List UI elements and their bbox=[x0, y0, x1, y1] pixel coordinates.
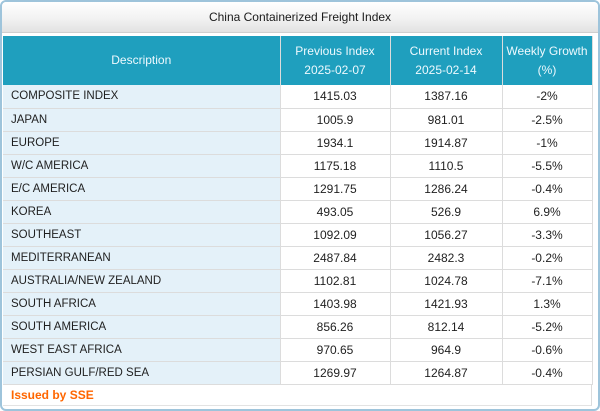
previous-index-cell: 1102.81 bbox=[280, 269, 391, 293]
description-cell: PERSIAN GULF/RED SEA bbox=[3, 361, 281, 385]
weekly-growth-cell: -0.2% bbox=[502, 246, 593, 270]
table-row: COMPOSITE INDEX 1415.03 1387.16 -2% bbox=[3, 85, 593, 109]
table-row: MEDITERRANEAN 2487.84 2482.3 -0.2% bbox=[3, 246, 593, 270]
previous-index-cell: 1092.09 bbox=[280, 223, 391, 247]
description-cell: MEDITERRANEAN bbox=[3, 246, 281, 270]
col-header-sublabel: 2025-02-07 bbox=[304, 62, 366, 77]
current-index-cell: 981.01 bbox=[390, 108, 503, 132]
current-index-cell: 1286.24 bbox=[390, 177, 503, 201]
previous-index-cell: 493.05 bbox=[280, 200, 391, 224]
current-index-cell: 812.14 bbox=[390, 315, 503, 339]
current-index-cell: 1056.27 bbox=[390, 223, 503, 247]
table-row: JAPAN 1005.9 981.01 -2.5% bbox=[3, 108, 593, 132]
col-header-sublabel: (%) bbox=[537, 62, 557, 77]
table-row: SOUTH AMERICA 856.26 812.14 -5.2% bbox=[3, 315, 593, 339]
description-cell: EUROPE bbox=[3, 131, 281, 155]
current-index-cell: 1110.5 bbox=[390, 154, 503, 178]
previous-index-cell: 1005.9 bbox=[280, 108, 391, 132]
current-index-cell: 526.9 bbox=[390, 200, 503, 224]
footer: Issued by SSE bbox=[3, 384, 592, 406]
col-header-weekly-growth: Weekly Growth (%) bbox=[501, 36, 593, 85]
issuer-label: Issued by SSE bbox=[11, 387, 94, 402]
previous-index-cell: 1934.1 bbox=[280, 131, 391, 155]
current-index-cell: 1421.93 bbox=[390, 292, 503, 316]
table-row: KOREA 493.05 526.9 6.9% bbox=[3, 200, 593, 224]
previous-index-cell: 2487.84 bbox=[280, 246, 391, 270]
table-row: AUSTRALIA/NEW ZEALAND 1102.81 1024.78 -7… bbox=[3, 269, 593, 293]
col-header-label: Current Index bbox=[409, 43, 483, 58]
table-row: SOUTHEAST 1092.09 1056.27 -3.3% bbox=[3, 223, 593, 247]
weekly-growth-cell: -0.4% bbox=[502, 177, 593, 201]
previous-index-cell: 1269.97 bbox=[280, 361, 391, 385]
weekly-growth-cell: -5.2% bbox=[502, 315, 593, 339]
description-cell: AUSTRALIA/NEW ZEALAND bbox=[3, 269, 281, 293]
table-row: WEST EAST AFRICA 970.65 964.9 -0.6% bbox=[3, 338, 593, 362]
description-cell: COMPOSITE INDEX bbox=[3, 85, 281, 109]
description-cell: KOREA bbox=[3, 200, 281, 224]
weekly-growth-cell: -0.4% bbox=[502, 361, 593, 385]
weekly-growth-cell: 1.3% bbox=[502, 292, 593, 316]
description-cell: W/C AMERICA bbox=[3, 154, 281, 178]
previous-index-cell: 1403.98 bbox=[280, 292, 391, 316]
col-header-label: Description bbox=[111, 53, 172, 68]
current-index-cell: 964.9 bbox=[390, 338, 503, 362]
current-index-cell: 1387.16 bbox=[390, 85, 503, 109]
col-header-label: Previous Index bbox=[295, 43, 375, 58]
weekly-growth-cell: -2.5% bbox=[502, 108, 593, 132]
page-title: China Containerized Freight Index bbox=[208, 10, 392, 24]
previous-index-cell: 856.26 bbox=[280, 315, 391, 339]
weekly-growth-cell: -1% bbox=[502, 131, 593, 155]
col-header-current-index: Current Index 2025-02-14 bbox=[389, 36, 503, 85]
weekly-growth-cell: -3.3% bbox=[502, 223, 593, 247]
description-cell: SOUTH AFRICA bbox=[3, 292, 281, 316]
table-row: EUROPE 1934.1 1914.87 -1% bbox=[3, 131, 593, 155]
description-cell: SOUTHEAST bbox=[3, 223, 281, 247]
col-header-label: Weekly Growth bbox=[506, 43, 588, 58]
current-index-cell: 1264.87 bbox=[390, 361, 503, 385]
table-row: PERSIAN GULF/RED SEA 1269.97 1264.87 -0.… bbox=[3, 361, 593, 385]
previous-index-cell: 970.65 bbox=[280, 338, 391, 362]
previous-index-cell: 1415.03 bbox=[280, 85, 391, 109]
table-row: E/C AMERICA 1291.75 1286.24 -0.4% bbox=[3, 177, 593, 201]
description-cell: SOUTH AMERICA bbox=[3, 315, 281, 339]
col-header-sublabel: 2025-02-14 bbox=[415, 62, 477, 77]
current-index-cell: 1024.78 bbox=[390, 269, 503, 293]
weekly-growth-cell: -0.6% bbox=[502, 338, 593, 362]
weekly-growth-cell: -5.5% bbox=[502, 154, 593, 178]
weekly-growth-cell: 6.9% bbox=[502, 200, 593, 224]
col-header-description: Description bbox=[3, 36, 281, 85]
col-header-previous-index: Previous Index 2025-02-07 bbox=[279, 36, 391, 85]
description-cell: WEST EAST AFRICA bbox=[3, 338, 281, 362]
weekly-growth-cell: -7.1% bbox=[502, 269, 593, 293]
description-cell: E/C AMERICA bbox=[3, 177, 281, 201]
title-bar: China Containerized Freight Index bbox=[2, 2, 598, 33]
previous-index-cell: 1291.75 bbox=[280, 177, 391, 201]
weekly-growth-cell: -2% bbox=[502, 85, 593, 109]
previous-index-cell: 1175.18 bbox=[280, 154, 391, 178]
table-header-row: Description Previous Index 2025-02-07 Cu… bbox=[3, 36, 593, 85]
table-row: W/C AMERICA 1175.18 1110.5 -5.5% bbox=[3, 154, 593, 178]
ccfi-table: Description Previous Index 2025-02-07 Cu… bbox=[3, 36, 593, 385]
current-index-cell: 2482.3 bbox=[390, 246, 503, 270]
current-index-cell: 1914.87 bbox=[390, 131, 503, 155]
description-cell: JAPAN bbox=[3, 108, 281, 132]
table-row: SOUTH AFRICA 1403.98 1421.93 1.3% bbox=[3, 292, 593, 316]
